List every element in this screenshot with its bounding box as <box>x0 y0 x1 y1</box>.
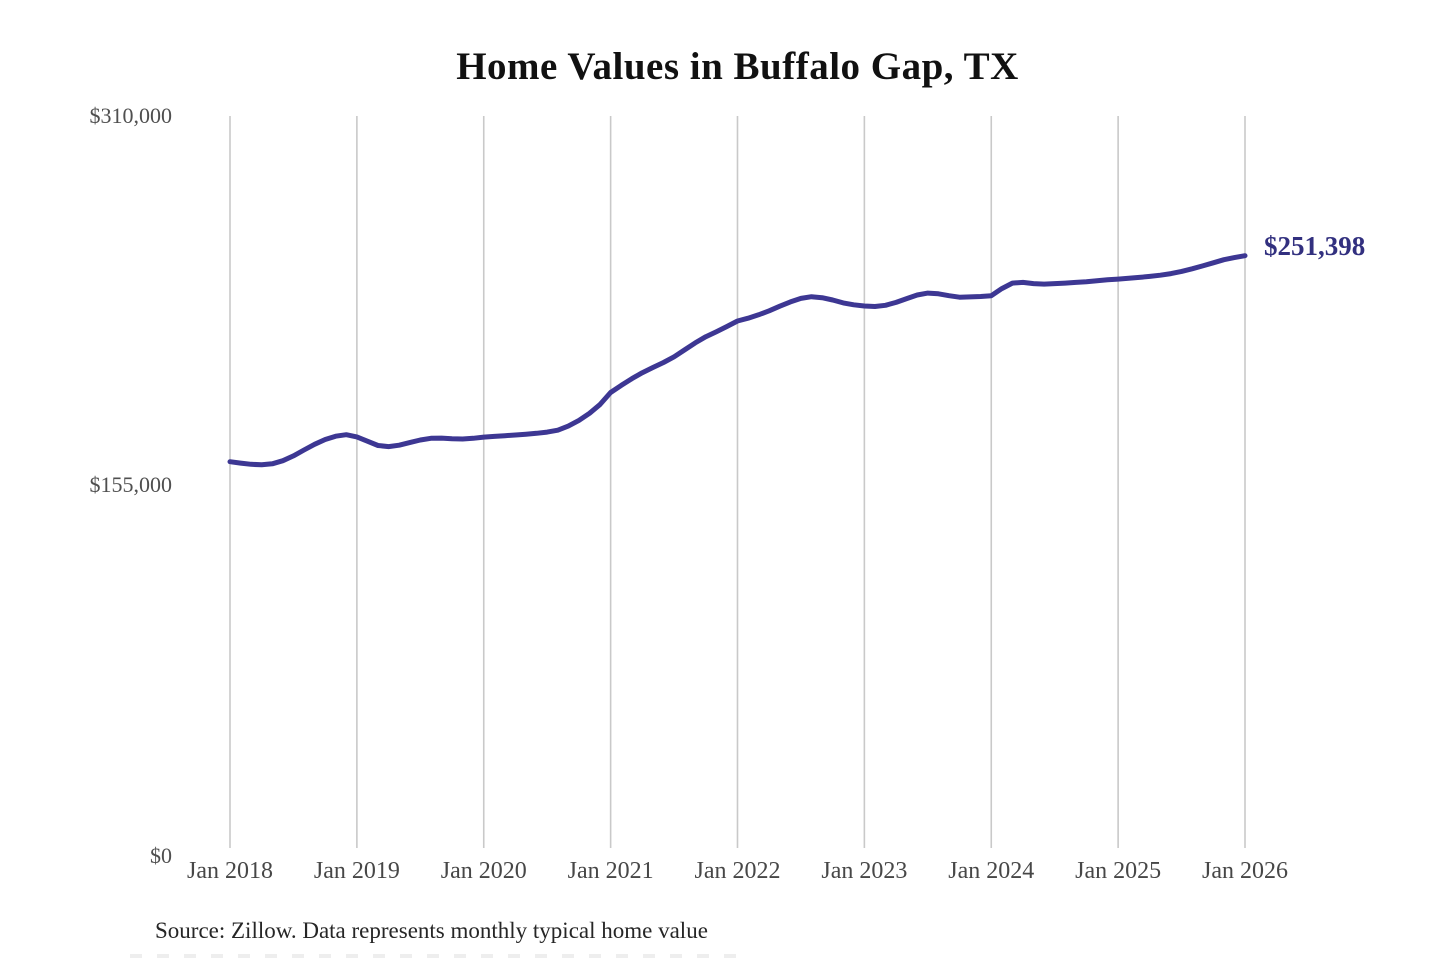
x-axis-tick-label: Jan 2022 <box>694 858 781 884</box>
cropped-text-sliver <box>130 954 748 958</box>
x-axis-tick-label: Jan 2019 <box>313 858 400 884</box>
x-axis-tick-label: Jan 2018 <box>187 858 273 884</box>
y-axis-tick-label-0: $0 <box>150 843 172 868</box>
x-axis-tick-label: Jan 2021 <box>567 858 654 884</box>
source-note: Source: Zillow. Data represents monthly … <box>155 918 708 943</box>
x-axis-tick-label: Jan 2026 <box>1202 858 1288 884</box>
latest-value-label: $251,398 <box>1264 231 1366 261</box>
chart-title: Home Values in Buffalo Gap, TX <box>456 45 1019 88</box>
y-axis-tick-label-155000: $155,000 <box>89 472 173 497</box>
x-axis-tick-label: Jan 2023 <box>821 858 908 884</box>
x-axis-tick-label: Jan 2020 <box>440 858 527 884</box>
x-axis-tick-label: Jan 2024 <box>948 858 1035 884</box>
y-axis-tick-label-310000: $310,000 <box>89 103 173 128</box>
x-axis-tick-label: Jan 2025 <box>1075 858 1162 884</box>
home-value-line <box>227 253 1248 468</box>
